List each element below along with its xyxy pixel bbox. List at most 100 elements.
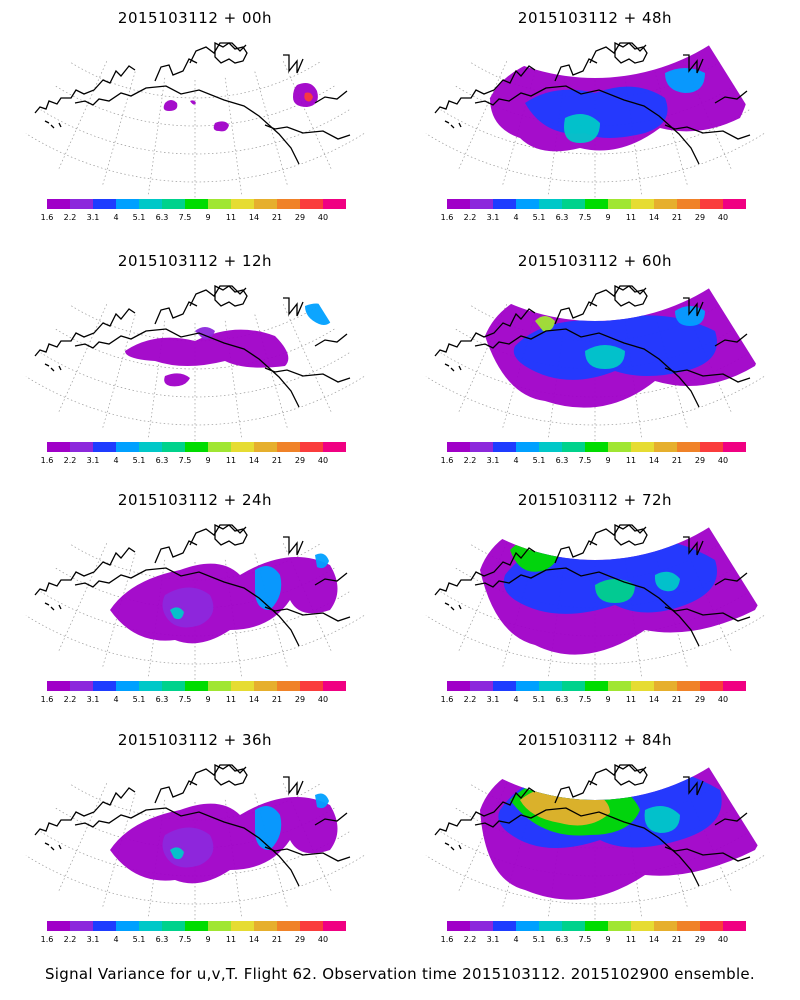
colorbar-tick-label: 11 [225, 695, 237, 704]
colorbar-swatch [116, 199, 139, 209]
coastline [554, 58, 598, 82]
colorbar-tick-label: 2.2 [463, 456, 477, 465]
variance-contour [564, 114, 600, 143]
colorbar-swatch [539, 681, 562, 691]
variance-contour [525, 86, 668, 138]
colorbar-tick-label: 29 [294, 213, 306, 222]
colorbar-swatch [516, 442, 539, 452]
coastline [444, 363, 462, 372]
coastline [589, 764, 647, 786]
colorbar-swatch [208, 199, 231, 209]
variance-contour [315, 793, 329, 809]
colorbar-swatch [631, 921, 654, 931]
colorbar-swatch [139, 921, 162, 931]
colorbar-labels: 1.6 2.2 3.1 4 5.1 6.3 7.5 9 11 14 21 29 40 [441, 213, 746, 225]
colorbar-tick-label: 11 [625, 456, 637, 465]
colorbar-tick-label: 4 [513, 213, 519, 222]
colorbar-swatch [516, 199, 539, 209]
colorbar-tick-label: 21 [671, 213, 683, 222]
colorbar-tick-label: 4 [513, 695, 519, 704]
colorbar-swatch [254, 921, 277, 931]
variance-contour [110, 797, 338, 884]
colorbar-swatch [185, 681, 208, 691]
coastline [74, 85, 300, 165]
colorbar-tick-label: 29 [694, 213, 706, 222]
colorbar-swatch [470, 199, 493, 209]
colorbar-tick-label: 2.2 [63, 935, 77, 944]
colorbar-swatch [562, 442, 585, 452]
colorbar-swatch [93, 199, 116, 209]
colorbar-swatch [608, 199, 631, 209]
colorbar-tick-label: 11 [225, 935, 237, 944]
colorbar-tick-label: 7.5 [578, 456, 592, 465]
colorbar-swatch [93, 921, 116, 931]
variance-contour [305, 303, 335, 325]
coastline [214, 523, 248, 546]
longitude-gridline [58, 304, 108, 413]
coastline [314, 572, 348, 586]
colorbar-swatch [470, 442, 493, 452]
colorbar-swatch [723, 199, 746, 209]
colorbar-swatch [185, 921, 208, 931]
colorbar-swatch [254, 442, 277, 452]
coastline [283, 776, 304, 796]
colorbar-swatch [162, 921, 185, 931]
colorbar-swatch [585, 442, 608, 452]
colorbar-swatch [300, 442, 323, 452]
coastline [74, 567, 300, 647]
colorbar-tick-label: 2.2 [63, 695, 77, 704]
coastline [314, 333, 348, 347]
colorbar-tick-label: 6.3 [155, 456, 169, 465]
colorbar-swatch [116, 921, 139, 931]
colorbar-tick-label: 4 [113, 213, 119, 222]
colorbar-swatch [93, 442, 116, 452]
forecast-panel: 2015103112 + 00h 1.6 2.2 3.1 4 5.1 6.3 7.5 9 11 14… [0, 5, 390, 250]
colorbar-swatch [162, 681, 185, 691]
coastline [683, 536, 704, 556]
colorbar-tick-label: 9 [605, 935, 611, 944]
colorbar-tick-label: 2.2 [63, 213, 77, 222]
variance-contour [255, 566, 282, 610]
figure-caption: Signal Variance for u,v,T. Flight 62. Ob… [44, 965, 756, 983]
colorbar-labels: 1.6 2.2 3.1 4 5.1 6.3 7.5 9 11 14 21 29 40 [441, 695, 746, 707]
colorbar-swatch [700, 199, 723, 209]
colorbar-tick-label: 5.1 [132, 695, 146, 704]
colorbar-swatch [631, 442, 654, 452]
colorbar-tick-label: 29 [294, 935, 306, 944]
colorbar-swatch [185, 442, 208, 452]
colorbar-tick-label: 1.6 [40, 456, 54, 465]
colorbar-tick-label: 5.1 [132, 456, 146, 465]
coastline [34, 547, 136, 596]
colorbar-swatch [677, 199, 700, 209]
colorbar-swatch [700, 442, 723, 452]
coastline [614, 523, 648, 546]
colorbar-tick-label: 1.6 [440, 456, 454, 465]
colorbar-swatch [162, 199, 185, 209]
colorbar-tick-label: 14 [248, 456, 260, 465]
panel-title: 2015103112 + 00h [117, 9, 273, 27]
coastline [474, 567, 700, 647]
coastline [474, 85, 700, 165]
colorbar-swatch [585, 199, 608, 209]
colorbar-tick-label: 14 [648, 456, 660, 465]
colorbar-tick-label: 11 [225, 456, 237, 465]
coastline [314, 812, 348, 826]
coastline [434, 65, 536, 114]
colorbar-tick-label: 5.1 [132, 213, 146, 222]
colorbar-tick-label: 7.5 [178, 213, 192, 222]
colorbar-swatch [231, 921, 254, 931]
colorbar-swatch [116, 681, 139, 691]
colorbar-swatch [562, 199, 585, 209]
colorbar-swatch [139, 199, 162, 209]
colorbar-swatch [654, 681, 677, 691]
forecast-panel: 2015103112 + 84h 1.6 2.2 3.1 4 5.1 6.3 7.5 9 11 14… [400, 727, 790, 972]
colorbar-swatch [139, 681, 162, 691]
longitude-gridline [224, 77, 242, 195]
polar-map [25, 763, 365, 920]
coastline [314, 90, 348, 104]
forecast-panel: 2015103112 + 60h 1.6 2.2 3.1 4 5.1 6.3 7.5 9 11 14… [400, 248, 790, 493]
colorbar-tick-label: 14 [248, 695, 260, 704]
variance-contour [164, 373, 190, 387]
colorbar-tick-label: 9 [605, 213, 611, 222]
colorbar-tick-label: 11 [625, 935, 637, 944]
